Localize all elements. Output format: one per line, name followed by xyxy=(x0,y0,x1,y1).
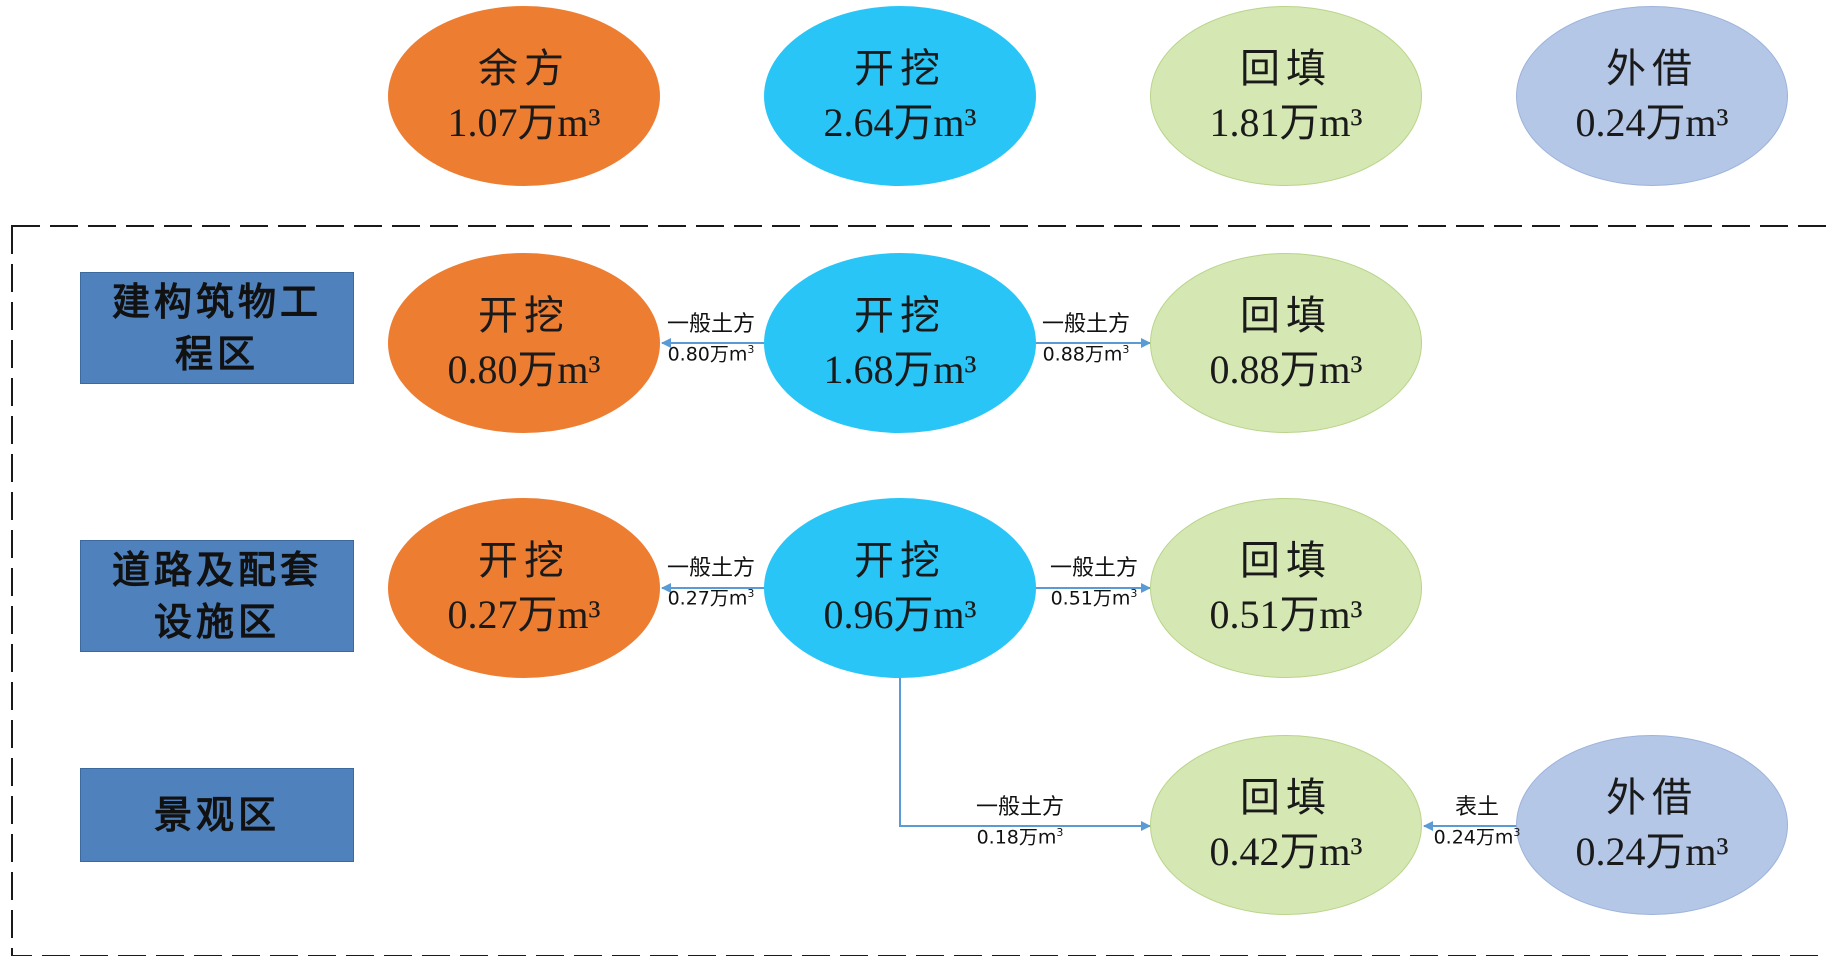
zone1-fill: 回填 0.88万m³ xyxy=(1150,253,1422,433)
summary-surplus-label: 余方 xyxy=(478,46,570,92)
zone3-borrow: 外借 0.24万m³ xyxy=(1516,735,1788,915)
zone2-flow-right-label: 一般土方 0.51万m3 xyxy=(1049,556,1138,610)
summary-borrow-label: 外借 xyxy=(1606,46,1698,92)
zone1-excavation: 开挖 1.68万m³ xyxy=(764,253,1036,433)
zone3-flow-borrow-label: 表土 0.24万m3 xyxy=(1433,795,1521,849)
zone3-fill: 回填 0.42万m³ xyxy=(1150,735,1422,915)
summary-surplus-value: 1.07万m³ xyxy=(447,100,601,145)
zone-label-buildings: 建构筑物工程区 xyxy=(80,272,354,384)
zone1-flow-left-label: 一般土方 0.80万m3 xyxy=(666,312,755,366)
summary-surplus: 余方 1.07万m³ xyxy=(388,6,660,186)
zone2-fill: 回填 0.51万m³ xyxy=(1150,498,1422,678)
summary-borrow-value: 0.24万m³ xyxy=(1575,100,1729,145)
zone-label-roads: 道路及配套设施区 xyxy=(80,540,354,652)
summary-excavation: 开挖 2.64万m³ xyxy=(764,6,1036,186)
zone3-flow-down-label: 一般土方 0.18万m3 xyxy=(975,795,1064,849)
zone1-flow-right-label: 一般土方 0.88万m3 xyxy=(1041,312,1130,366)
zone-frame xyxy=(11,225,1827,956)
summary-excavation-value: 2.64万m³ xyxy=(823,100,977,145)
summary-excavation-label: 开挖 xyxy=(854,46,946,92)
zone1-surplus: 开挖 0.80万m³ xyxy=(388,253,660,433)
zone2-flow-left-label: 一般土方 0.27万m3 xyxy=(666,556,755,610)
summary-fill-label: 回填 xyxy=(1240,46,1332,92)
summary-borrow: 外借 0.24万m³ xyxy=(1516,6,1788,186)
arrow-zone2-down xyxy=(899,676,1151,831)
zone-label-landscape: 景观区 xyxy=(80,768,354,862)
zone2-surplus: 开挖 0.27万m³ xyxy=(388,498,660,678)
zone2-excavation: 开挖 0.96万m³ xyxy=(764,498,1036,678)
summary-fill: 回填 1.81万m³ xyxy=(1150,6,1422,186)
summary-fill-value: 1.81万m³ xyxy=(1209,100,1363,145)
